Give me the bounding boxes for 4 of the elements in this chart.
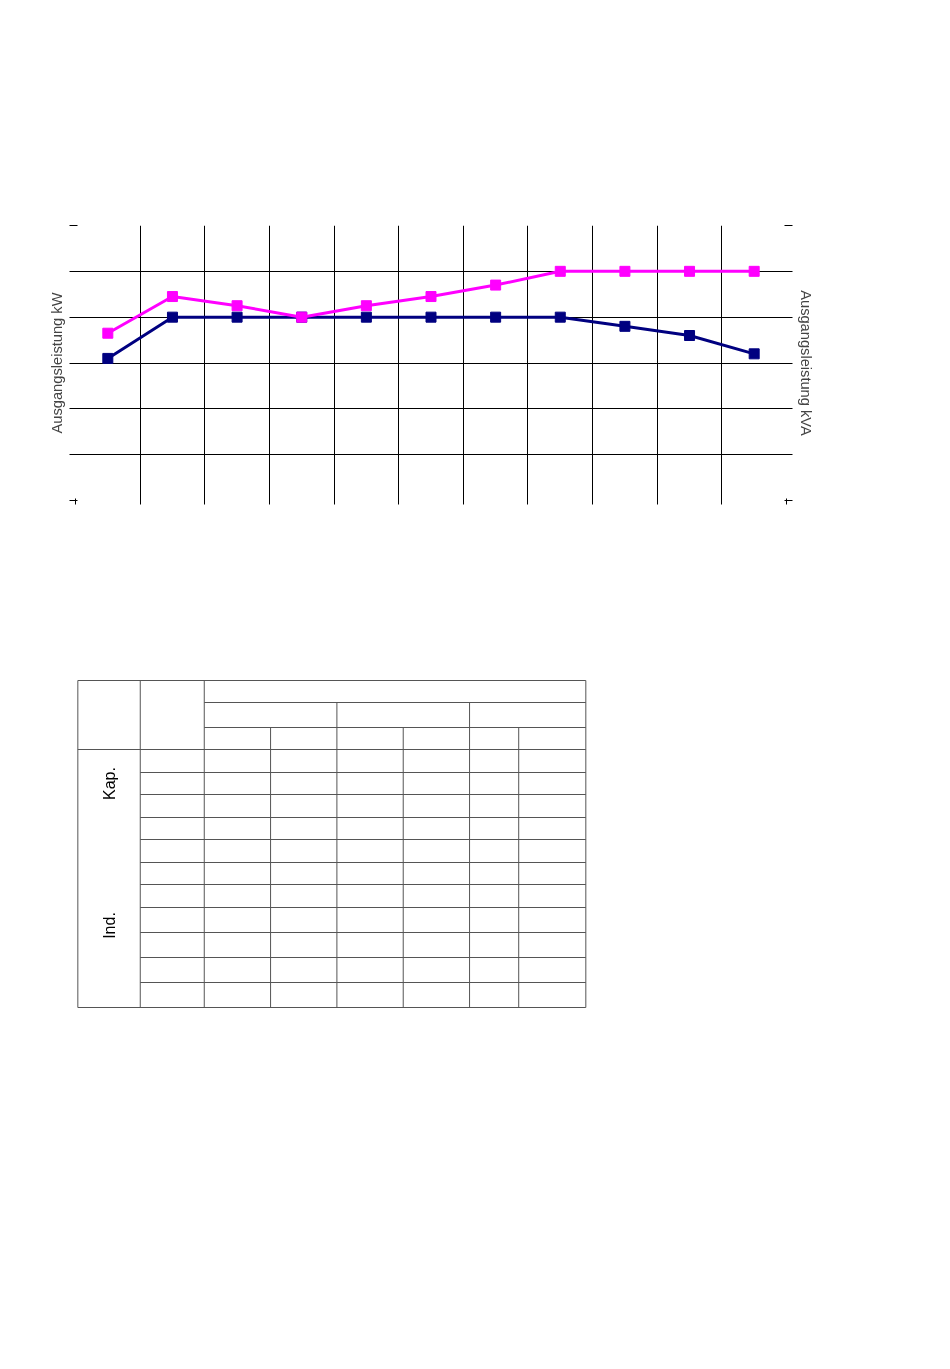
text: Ind.	[100, 912, 118, 939]
text: Kap.	[100, 767, 118, 800]
y-axis-title: Ausgangsleistung kW	[48, 292, 65, 434]
y2-axis-title: Ausgangsleistung kVA	[797, 290, 814, 437]
